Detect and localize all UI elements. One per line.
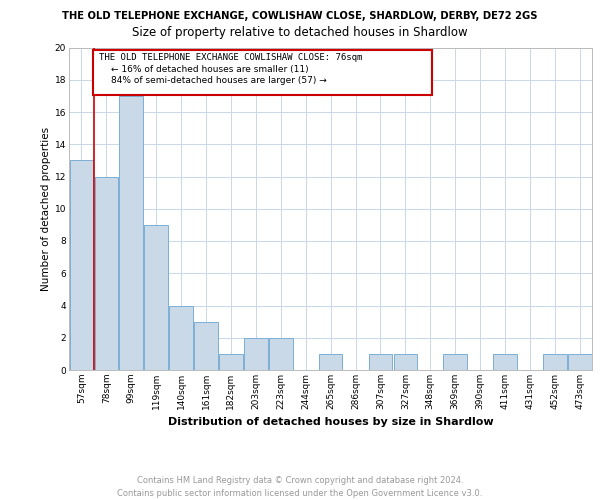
Bar (70, 160, 93, 370)
Bar (543, 354, 566, 370)
Bar (394, 354, 417, 370)
Text: ← 16% of detached houses are smaller (11): ← 16% of detached houses are smaller (11… (112, 65, 309, 74)
Bar (244, 338, 268, 370)
Bar (219, 354, 243, 370)
Bar (95, 176, 118, 370)
Bar (119, 96, 143, 370)
Bar (568, 354, 592, 370)
Bar (169, 306, 193, 370)
Bar (194, 322, 218, 370)
Bar (368, 354, 392, 370)
Text: THE OLD TELEPHONE EXCHANGE, COWLISHAW CLOSE, SHARDLOW, DERBY, DE72 2GS: THE OLD TELEPHONE EXCHANGE, COWLISHAW CL… (62, 11, 538, 21)
Bar (319, 354, 343, 370)
Bar (443, 354, 467, 370)
X-axis label: Distribution of detached houses by size in Shardlow: Distribution of detached houses by size … (168, 418, 493, 428)
Y-axis label: Number of detached properties: Number of detached properties (41, 126, 50, 291)
Text: Contains HM Land Registry data © Crown copyright and database right 2024.
Contai: Contains HM Land Registry data © Crown c… (118, 476, 482, 498)
Text: 84% of semi-detached houses are larger (57) →: 84% of semi-detached houses are larger (… (112, 76, 327, 84)
Text: Size of property relative to detached houses in Shardlow: Size of property relative to detached ho… (132, 26, 468, 39)
FancyBboxPatch shape (94, 50, 432, 95)
Bar (145, 225, 168, 370)
Bar (269, 338, 293, 370)
Bar (493, 354, 517, 370)
Text: THE OLD TELEPHONE EXCHANGE COWLISHAW CLOSE: 76sqm: THE OLD TELEPHONE EXCHANGE COWLISHAW CLO… (100, 53, 363, 62)
